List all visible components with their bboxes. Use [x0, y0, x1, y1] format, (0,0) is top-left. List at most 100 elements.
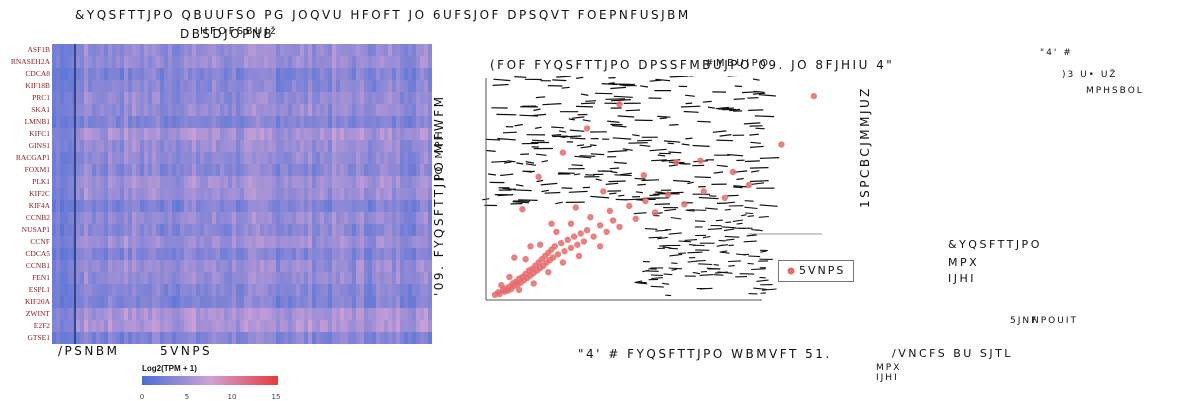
- heatmap-cell: [352, 140, 356, 152]
- scatter-point: [778, 141, 784, 147]
- heatmap-cell: [364, 128, 368, 140]
- heatmap-cell: [164, 164, 168, 176]
- heatmap-cell: [244, 80, 248, 92]
- heatmap-cell: [340, 116, 344, 128]
- heatmap-cell: [236, 128, 240, 140]
- heatmap-cell: [336, 164, 340, 176]
- heatmap-cell: [100, 164, 104, 176]
- heatmap-cell: [96, 104, 100, 116]
- heatmap-cell: [156, 308, 160, 320]
- heatmap-cell: [220, 128, 224, 140]
- heatmap-cell: [208, 320, 212, 332]
- heatmap-cell: [332, 212, 336, 224]
- heatmap-cell: [256, 44, 260, 56]
- heatmap-cell: [416, 200, 420, 212]
- heatmap-cell: [92, 272, 96, 284]
- heatmap-cell: [364, 320, 368, 332]
- heatmap-cell: [232, 248, 236, 260]
- heatmap-cell: [92, 116, 96, 128]
- heatmap-cell: [224, 224, 228, 236]
- heatmap-cell: [316, 56, 320, 68]
- heatmap-cell: [248, 44, 252, 56]
- heatmap-cell: [60, 248, 64, 260]
- heatmap-cell: [224, 164, 228, 176]
- heatmap-cell: [216, 164, 220, 176]
- heatmap-cell: [248, 128, 252, 140]
- heatmap-cell: [160, 68, 164, 80]
- heatmap-cell: [236, 104, 240, 116]
- heatmap-cell: [104, 272, 108, 284]
- heatmap-cell: [208, 272, 212, 284]
- scatter-point: [516, 287, 522, 293]
- heatmap-cell: [224, 272, 228, 284]
- heatmap-cell: [52, 296, 56, 308]
- heatmap-cell: [408, 188, 412, 200]
- heatmap-cell: [92, 152, 96, 164]
- texture-stroke: [744, 241, 757, 242]
- texture-stroke: [585, 101, 596, 102]
- heatmap-cell: [196, 44, 200, 56]
- heatmap-cell: [340, 164, 344, 176]
- heatmap-cell: [140, 128, 144, 140]
- heatmap-cell: [92, 68, 96, 80]
- texture-stroke: [609, 181, 626, 182]
- heatmap-cell: [152, 164, 156, 176]
- heatmap-cell: [100, 176, 104, 188]
- heatmap-cell: [416, 236, 420, 248]
- heatmap-cell: [132, 152, 136, 164]
- heatmap-cell: [100, 200, 104, 212]
- heatmap-cell: [256, 332, 260, 344]
- heatmap-cell: [180, 308, 184, 320]
- heatmap-cell: [132, 320, 136, 332]
- heatmap-cell: [96, 80, 100, 92]
- heatmap-cell: [248, 56, 252, 68]
- heatmap-cell: [192, 104, 196, 116]
- texture-stroke: [685, 138, 692, 139]
- heatmap-cell: [268, 68, 272, 80]
- heatmap-cell: [336, 176, 340, 188]
- heatmap-cell: [192, 68, 196, 80]
- heatmap-cell: [356, 176, 360, 188]
- heatmap-cell: [324, 188, 328, 200]
- texture-stroke: [748, 263, 754, 264]
- heatmap-cell: [60, 296, 64, 308]
- heatmap-cell: [88, 260, 92, 272]
- heatmap-cell: [236, 68, 240, 80]
- heatmap-cell: [292, 116, 296, 128]
- heatmap-cell: [320, 272, 324, 284]
- heatmap-cell: [320, 140, 324, 152]
- heatmap-cell: [240, 296, 244, 308]
- heatmap-cell: [252, 140, 256, 152]
- heatmap-cell: [232, 224, 236, 236]
- heatmap-cell: [112, 128, 116, 140]
- heatmap-cell: [248, 260, 252, 272]
- heatmap-cell: [328, 92, 332, 104]
- heatmap-cell: [256, 104, 260, 116]
- heatmap-cell: [164, 152, 168, 164]
- heatmap-cell: [372, 164, 376, 176]
- heatmap-cell: [116, 212, 120, 224]
- heatmap-cell: [140, 68, 144, 80]
- heatmap-cell: [304, 104, 308, 116]
- heatmap-cell: [148, 176, 152, 188]
- heatmap-cell: [108, 128, 112, 140]
- heatmap-cell: [232, 104, 236, 116]
- heatmap-cell: [408, 176, 412, 188]
- heatmap-cell: [184, 128, 188, 140]
- scatter-point: [597, 243, 603, 249]
- heatmap-cell: [380, 116, 384, 128]
- heatmap-cell: [344, 260, 348, 272]
- heatmap-cell: [296, 92, 300, 104]
- heatmap-cell: [188, 68, 192, 80]
- heatmap-cell: [308, 56, 312, 68]
- heatmap-cell: [204, 200, 208, 212]
- heatmap-cell: [216, 116, 220, 128]
- heatmap-cell: [420, 140, 424, 152]
- heatmap-cell: [80, 128, 84, 140]
- heatmap-cell: [304, 44, 308, 56]
- heatmap-cell: [284, 212, 288, 224]
- heatmap-cell: [64, 296, 68, 308]
- heatmap-cell: [192, 128, 196, 140]
- heatmap-cell: [348, 296, 352, 308]
- heatmap-cell: [80, 260, 84, 272]
